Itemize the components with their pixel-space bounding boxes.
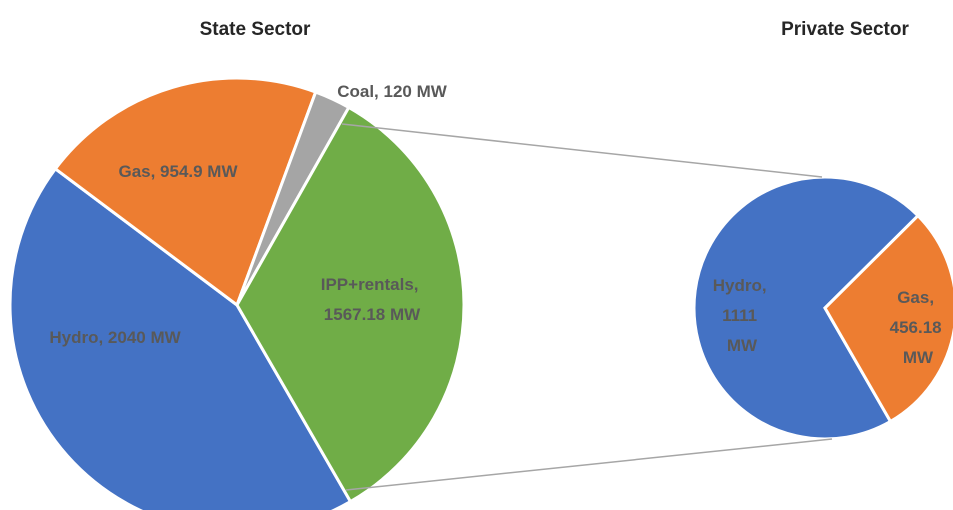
data-label: Coal, 120 MW [337, 82, 448, 101]
chart-title: State Sector [200, 19, 311, 40]
pie-slice [8, 166, 353, 510]
connector-line [345, 438, 833, 491]
pie-slice [53, 76, 318, 308]
data-label: Gas, 954.9 MW [118, 162, 238, 181]
pie-slice [823, 213, 953, 424]
data-label: Hydro, 2040 MW [49, 328, 181, 347]
connector-line [341, 123, 823, 178]
data-label: Gas, 456.18 MW [890, 288, 947, 367]
data-label: IPP+rentals, 1567.18 MW [321, 275, 424, 324]
chart-title: Private Sector [781, 19, 909, 40]
data-label: Hydro, 1111 MW [713, 276, 772, 355]
pie-slice [235, 105, 466, 504]
